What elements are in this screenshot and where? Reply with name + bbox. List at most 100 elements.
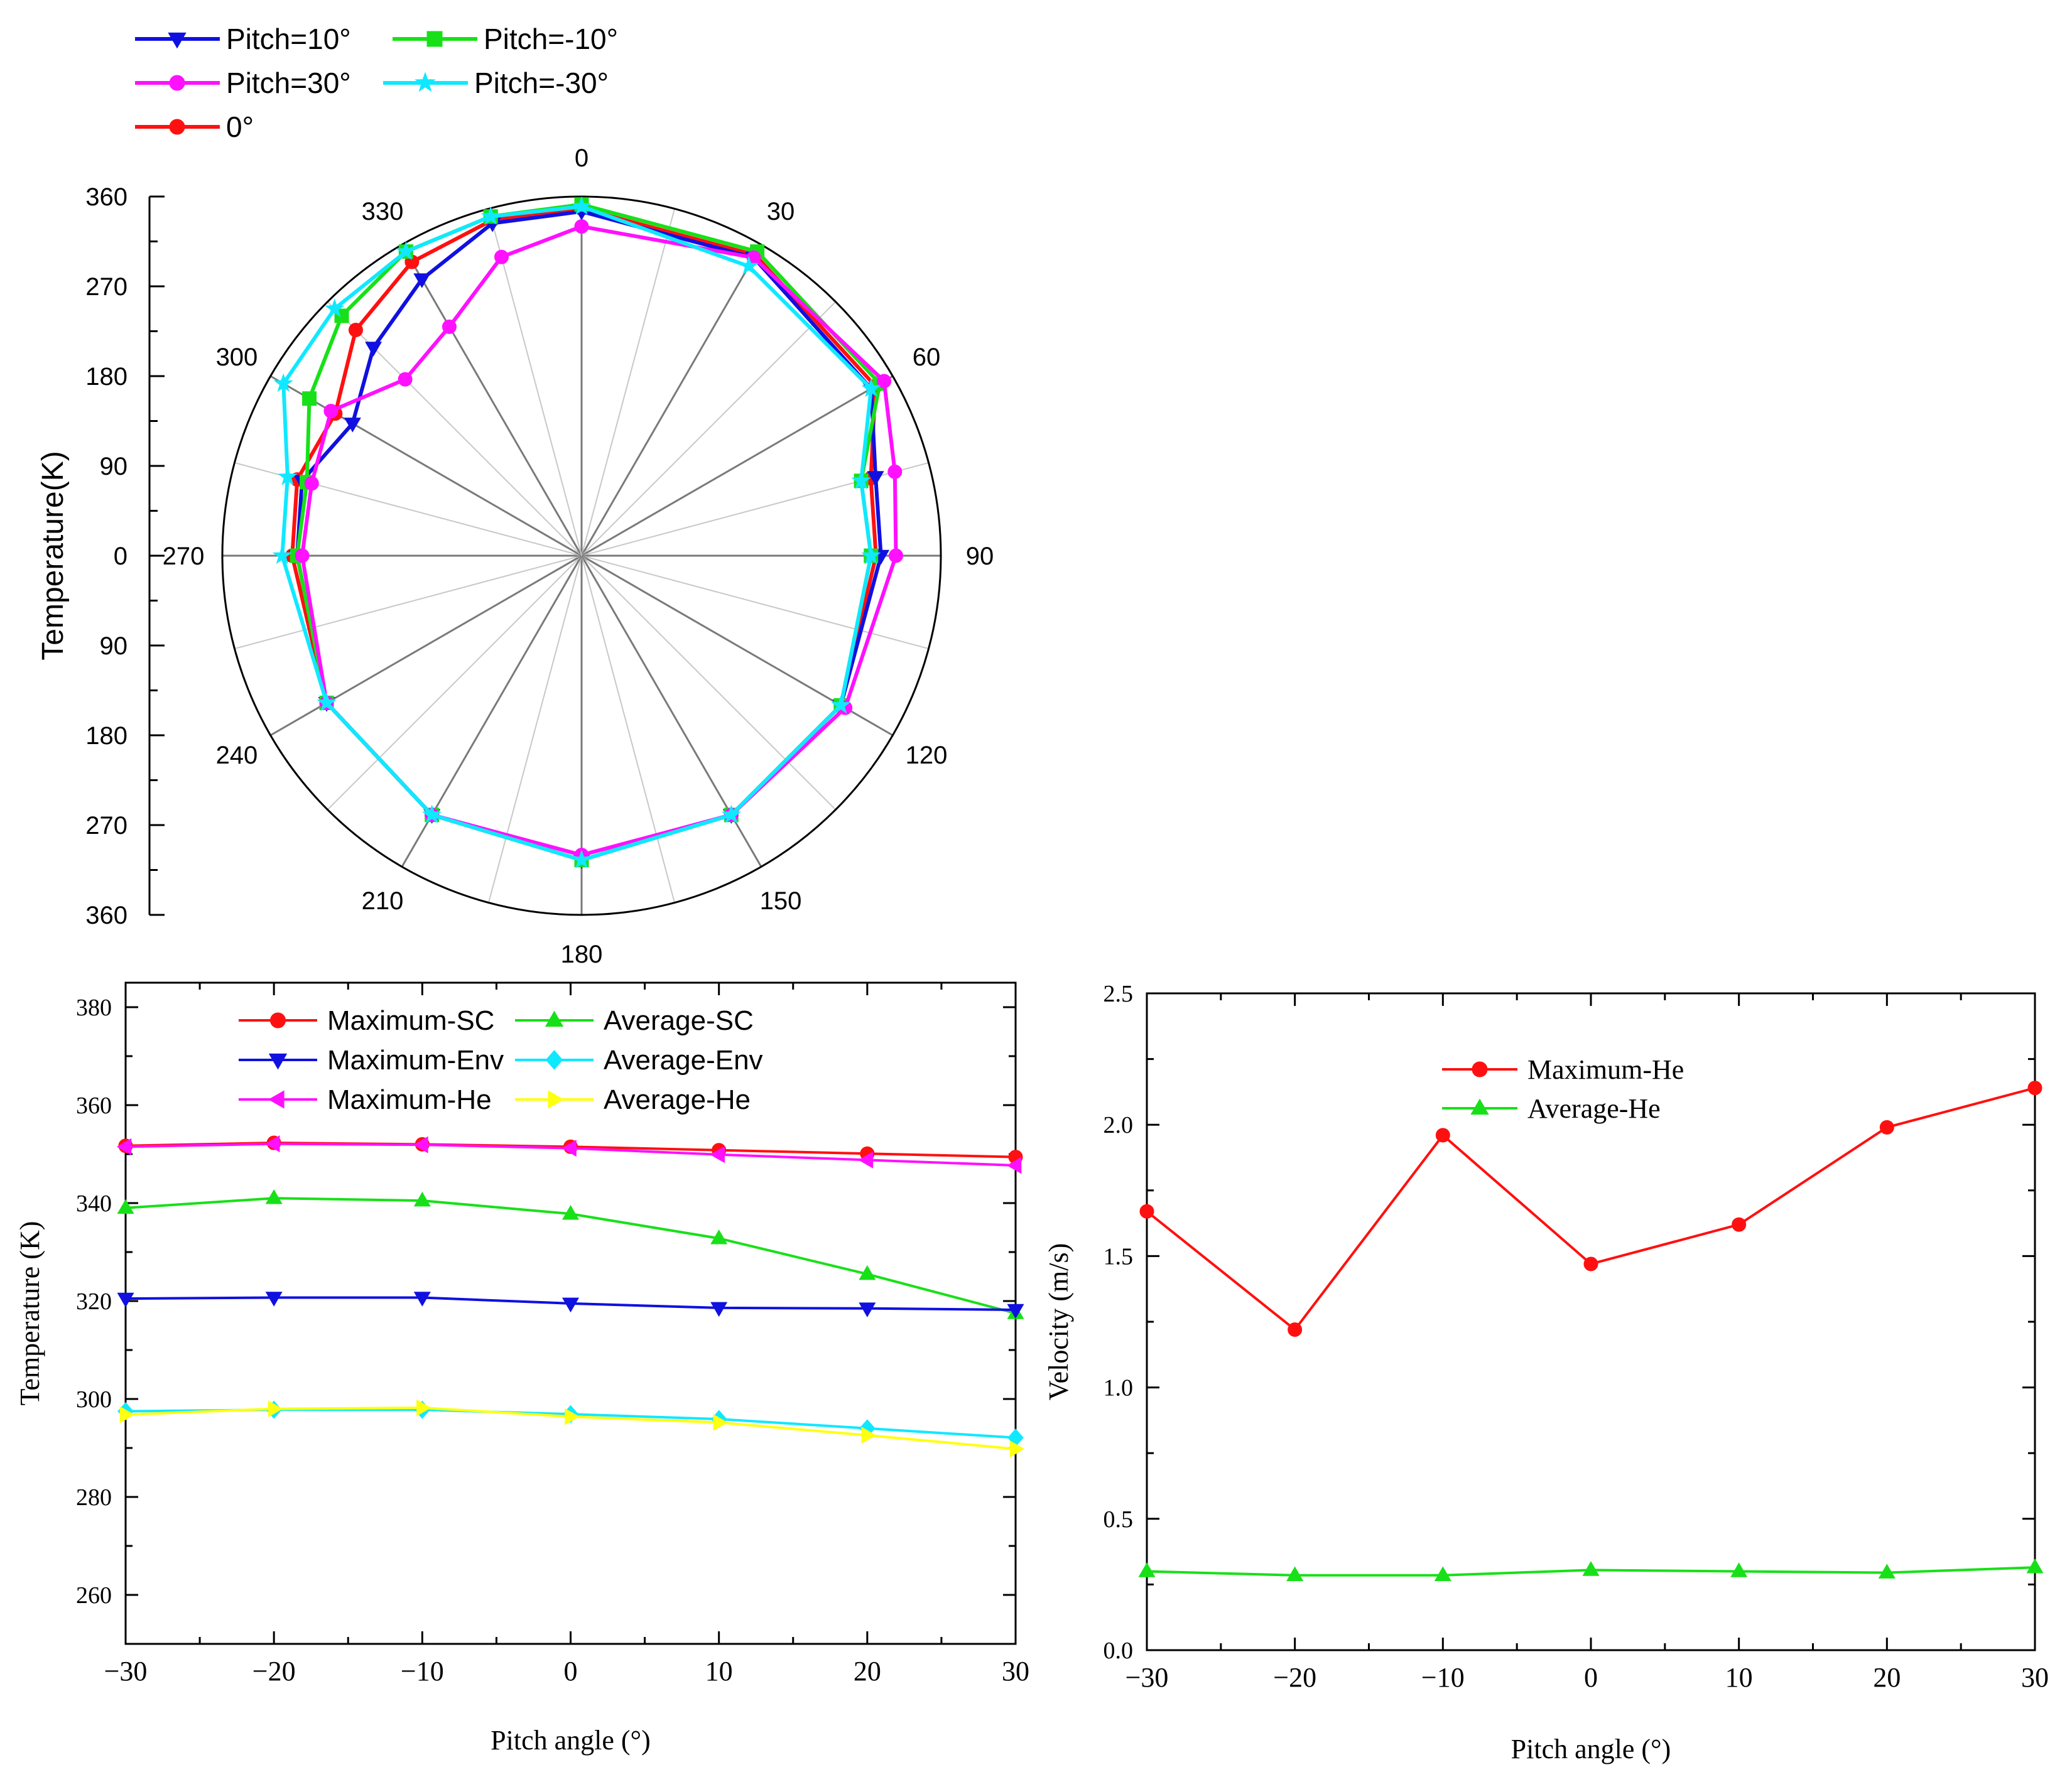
data-point-maximum-env [1007,1304,1024,1319]
polar-angle-tick-label: 30 [767,198,795,225]
data-point-average-he [1730,1562,1748,1577]
polar-angle-tick-label: 0 [575,144,589,172]
polar-major-spoke [581,375,894,557]
data-point-pitch-10deg [344,418,361,433]
data-point-average-he [416,1399,431,1417]
polar-angle-tick-label: 240 [216,742,258,769]
data-point-pitch-30deg [304,476,319,491]
data-point-maximum-he [2027,1081,2042,1096]
legend-marker-pitch-10deg [168,32,187,49]
legend-label-maximum-he: Maximum-He [327,1084,492,1115]
polar-angle-tick-label: 210 [362,887,404,915]
data-point-pitch-30deg [877,374,892,389]
legend-label-maximum-he: Maximum-He [1527,1054,1684,1085]
series-line-pitch-30deg [280,204,873,862]
polar-angle-tick-label: 180 [561,941,603,968]
legend-label-pitch-10deg: Pitch=-10° [484,23,618,55]
data-point-average-sc [413,1191,431,1207]
y-tick-label: 340 [76,1191,112,1217]
polar-major-spoke [401,244,583,556]
polar-angle-tick-label: 330 [362,198,404,225]
data-point-pitch-10deg [365,342,382,357]
x-axis-label: Pitch angle (°) [1511,1734,1671,1764]
polar-angle-tick-label: 150 [760,887,802,915]
y-tick-label: 2.0 [1104,1112,1134,1138]
data-point-average-he [1582,1561,1600,1576]
legend-label-pitch-10deg: Pitch=10° [226,23,351,55]
legend-marker-average-he [1470,1098,1489,1115]
data-point-average-he [268,1400,283,1418]
data-point-pitch-30deg [851,470,871,489]
legend-label-average-env: Average-Env [604,1045,763,1076]
polar-major-spoke [580,244,762,556]
x-tick-label: 30 [1002,1656,1029,1687]
data-point-pitch-30deg [442,319,457,334]
data-point-pitch-30deg [889,548,903,563]
data-point-maximum-he [413,1136,428,1153]
data-point-pitch-30deg [480,206,501,225]
data-point-pitch-30deg [739,256,759,275]
polar-angle-tick-label: 60 [913,343,941,371]
data-point-average-sc [859,1265,876,1280]
legend-marker-pitch-30deg [415,72,436,92]
x-tick-label: −10 [1421,1662,1465,1693]
data-point-maximum-he [1288,1322,1303,1337]
legend-marker-maximum-env [268,1053,288,1070]
y-tick-label: 260 [76,1582,112,1609]
data-point-pitch-30deg [574,219,589,234]
data-point-pitch-30deg [572,850,592,868]
polar-minor-spoke [581,555,837,811]
legend-marker-0deg [169,119,185,135]
polar-minor-spoke [487,208,582,556]
polar-radial-tick-label: 180 [85,722,127,750]
data-point-pitch-30deg [861,545,881,564]
data-point-maximum-he [1583,1256,1598,1272]
data-point-maximum-env [413,1292,431,1307]
legend-marker-maximum-he [268,1090,285,1109]
y-tick-label: 280 [76,1484,112,1511]
data-point-pitch-30deg [273,373,293,392]
legend-label-pitch-30deg: Pitch=-30° [474,67,609,99]
data-point-maximum-he [1435,1128,1450,1143]
x-tick-label: 20 [1873,1662,1901,1693]
polar-minor-spoke [581,208,676,556]
x-tick-label: 10 [705,1656,733,1687]
polar-angle-tick-label: 90 [966,543,994,570]
data-point-average-he [2026,1558,2044,1574]
data-point-average-he [1286,1566,1304,1582]
data-point-pitch-30deg [396,241,416,260]
legend-label-0deg: 0° [226,111,254,143]
data-point-pitch-30deg [272,545,292,564]
y-tick-label: 2.5 [1104,981,1134,1007]
y-tick-label: 0.0 [1104,1638,1134,1664]
data-point-pitch-10deg [867,471,884,486]
data-point-pitch-30deg [861,378,881,397]
x-tick-label: 0 [564,1656,578,1687]
y-axis-label: Temperature (K) [14,1221,45,1406]
polar-temperature-chart: 0 30 60 90 120 150 180 210 240 270 300 330 360 270 180… [36,23,994,968]
x-tick-label: 20 [854,1656,881,1687]
polar-radial-tick-label: 360 [85,902,127,929]
polar-minor-spoke [487,555,582,903]
data-point-average-he [119,1406,135,1423]
x-tick-label: 10 [1725,1662,1753,1693]
legend-label-average-he: Average-He [604,1084,751,1115]
polar-radial-tick-label: 90 [100,453,128,480]
legend-marker-maximum-sc [270,1012,286,1029]
polar-minor-spoke [581,555,676,903]
data-point-maximum-env [859,1302,876,1317]
polar-angle-tick-label: 300 [216,343,258,371]
x-tick-label: −10 [401,1656,444,1687]
data-point-maximum-he [116,1138,132,1155]
polar-minor-spoke [581,301,837,556]
data-point-0deg [348,322,363,337]
y-tick-label: 1.5 [1104,1243,1134,1270]
velocity-vs-pitch-chart: −30 −20 −10 0 10 20 30 0.0 0.5 1.0 1.5 2.0 2.5 Pitch … [1043,981,2049,1764]
polar-minor-spoke [234,555,582,650]
data-point-average-he [1878,1564,1896,1579]
data-point-pitch-30deg [323,404,339,419]
data-point-average-he [861,1427,877,1444]
legend-marker-pitch-30deg [169,75,185,91]
polar-minor-spoke [327,555,582,811]
